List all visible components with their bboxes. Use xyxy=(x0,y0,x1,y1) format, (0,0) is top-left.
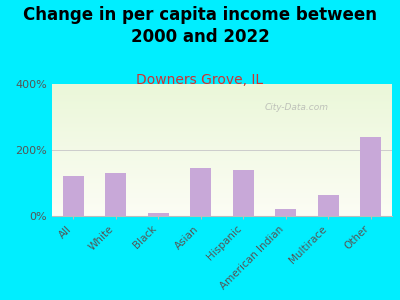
Bar xyxy=(148,213,169,216)
Bar xyxy=(233,170,254,216)
Bar xyxy=(63,176,84,216)
Bar xyxy=(275,209,296,216)
Text: City-Data.com: City-Data.com xyxy=(265,103,329,112)
Bar xyxy=(360,137,381,216)
Bar xyxy=(318,194,339,216)
Text: Downers Grove, IL: Downers Grove, IL xyxy=(136,74,264,88)
Bar xyxy=(190,168,211,216)
Bar xyxy=(105,173,126,216)
Text: Change in per capita income between
2000 and 2022: Change in per capita income between 2000… xyxy=(23,6,377,46)
